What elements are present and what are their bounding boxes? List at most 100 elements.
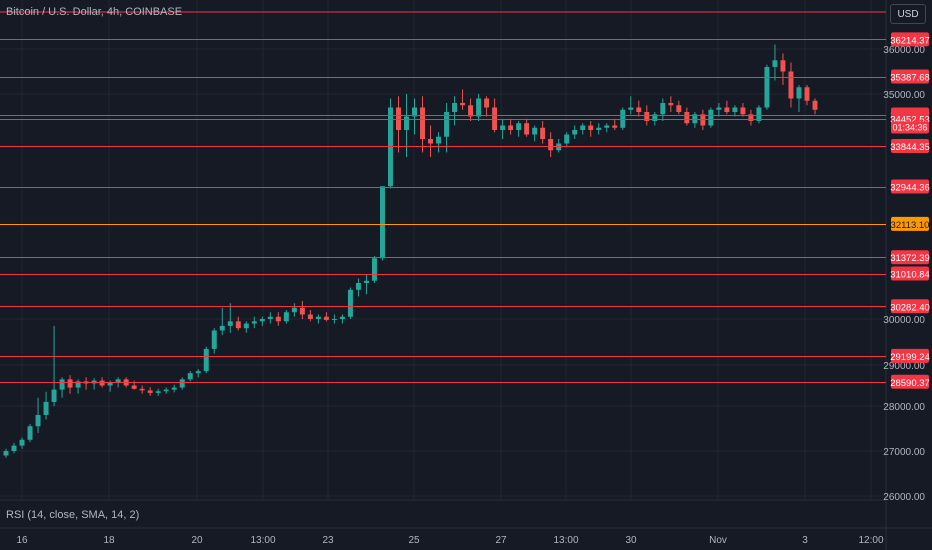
- candle-body[interactable]: [580, 125, 586, 131]
- candle-body[interactable]: [492, 107, 498, 131]
- candle-body[interactable]: [51, 389, 57, 402]
- candle-body[interactable]: [428, 139, 434, 144]
- candle-body[interactable]: [772, 60, 778, 67]
- candle-body[interactable]: [444, 112, 450, 137]
- candle-body[interactable]: [99, 380, 105, 386]
- candle-body[interactable]: [347, 289, 353, 317]
- candle-body[interactable]: [436, 136, 442, 144]
- candle-body[interactable]: [812, 100, 818, 110]
- candle-body[interactable]: [716, 107, 722, 110]
- candle-body[interactable]: [339, 316, 345, 319]
- candle-body[interactable]: [267, 316, 273, 319]
- candle-body[interactable]: [187, 373, 193, 380]
- candle-body[interactable]: [644, 112, 650, 121]
- candle-body[interactable]: [291, 307, 297, 313]
- candle-body[interactable]: [139, 388, 145, 391]
- currency-button[interactable]: USD: [890, 4, 926, 24]
- level-price-tag: [891, 266, 929, 281]
- candle-body[interactable]: [468, 105, 474, 117]
- candle-body[interactable]: [652, 114, 658, 121]
- candle-body[interactable]: [43, 401, 49, 415]
- candle-body[interactable]: [788, 71, 794, 99]
- candle-body[interactable]: [35, 415, 41, 427]
- candle-body[interactable]: [404, 116, 409, 131]
- candle-body[interactable]: [243, 323, 249, 329]
- candle-body[interactable]: [203, 348, 209, 372]
- candle-body[interactable]: [179, 379, 185, 388]
- candle-body[interactable]: [163, 389, 169, 392]
- candle-body[interactable]: [363, 280, 369, 283]
- candle-body[interactable]: [500, 125, 506, 131]
- candle-body[interactable]: [628, 107, 634, 110]
- candle-body[interactable]: [27, 426, 33, 440]
- candle-body[interactable]: [3, 451, 9, 456]
- candle-body[interactable]: [484, 98, 490, 108]
- candle-body[interactable]: [299, 307, 305, 315]
- candle-body[interactable]: [412, 107, 417, 117]
- candle-body[interactable]: [804, 87, 810, 101]
- candle-body[interactable]: [195, 371, 201, 374]
- candle-body[interactable]: [259, 319, 265, 322]
- candle-body[interactable]: [107, 382, 113, 386]
- candle-body[interactable]: [660, 103, 666, 115]
- candle-body[interactable]: [11, 445, 17, 451]
- candle-body[interactable]: [708, 109, 714, 126]
- candle-body[interactable]: [371, 258, 377, 281]
- candle-body[interactable]: [460, 103, 466, 106]
- candle-body[interactable]: [572, 130, 578, 135]
- candle-body[interactable]: [724, 107, 730, 113]
- candle-body[interactable]: [668, 103, 674, 106]
- candle-body[interactable]: [564, 134, 570, 144]
- candle-body[interactable]: [684, 112, 690, 124]
- candle-body[interactable]: [396, 107, 401, 131]
- candle-body[interactable]: [532, 127, 538, 135]
- candle-body[interactable]: [131, 385, 137, 389]
- candle-body[interactable]: [740, 107, 746, 115]
- candle-body[interactable]: [676, 105, 682, 112]
- candle-body[interactable]: [516, 123, 522, 130]
- candle-body[interactable]: [115, 379, 121, 383]
- candle-body[interactable]: [612, 125, 618, 128]
- candle-body[interactable]: [452, 103, 458, 112]
- candle-body[interactable]: [75, 381, 81, 388]
- candle-body[interactable]: [307, 314, 313, 320]
- candle-body[interactable]: [251, 321, 257, 324]
- candle-body[interactable]: [588, 125, 594, 131]
- candle-body[interactable]: [524, 123, 530, 135]
- candle-body[interactable]: [331, 319, 337, 320]
- candle-body[interactable]: [604, 125, 610, 128]
- candle-body[interactable]: [756, 107, 762, 122]
- candle-body[interactable]: [315, 316, 321, 319]
- candle-body[interactable]: [219, 325, 225, 331]
- candle-body[interactable]: [636, 107, 642, 113]
- candle-body[interactable]: [476, 98, 482, 117]
- candle-body[interactable]: [59, 379, 65, 390]
- candle-body[interactable]: [155, 391, 161, 393]
- candle-body[interactable]: [147, 390, 153, 393]
- candle-body[interactable]: [355, 283, 361, 290]
- candle-body[interactable]: [379, 186, 385, 259]
- candle-body[interactable]: [211, 330, 217, 349]
- candle-body[interactable]: [508, 125, 514, 131]
- candle-body[interactable]: [596, 127, 602, 130]
- candle-body[interactable]: [67, 379, 73, 388]
- candle-body[interactable]: [780, 60, 786, 72]
- candle-body[interactable]: [19, 439, 25, 446]
- candle-body[interactable]: [227, 321, 233, 326]
- candle-body[interactable]: [235, 321, 241, 329]
- candle-body[interactable]: [548, 139, 554, 151]
- candle-body[interactable]: [748, 114, 754, 121]
- candle-body[interactable]: [796, 87, 802, 99]
- candle-body[interactable]: [764, 67, 770, 108]
- candle-body[interactable]: [275, 316, 281, 322]
- candle-body[interactable]: [171, 387, 177, 390]
- candle-body[interactable]: [540, 127, 546, 139]
- candle-body[interactable]: [692, 114, 698, 124]
- candle-body[interactable]: [323, 316, 329, 320]
- candle-body[interactable]: [420, 107, 425, 140]
- candle-body[interactable]: [283, 312, 289, 322]
- candle-body[interactable]: [732, 107, 738, 113]
- candle-body[interactable]: [620, 109, 626, 128]
- rsi-indicator-label[interactable]: RSI (14, close, SMA, 14, 2): [6, 509, 140, 521]
